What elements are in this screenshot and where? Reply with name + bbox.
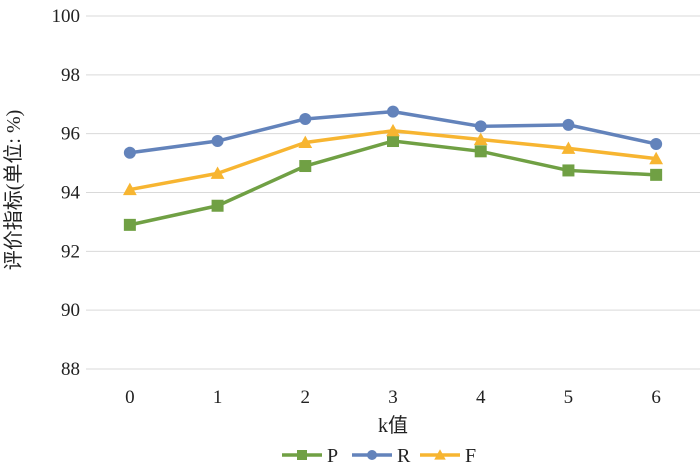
x-tick-labels: 0 1 2 3 4 5 6 <box>125 387 661 408</box>
gridlines <box>86 15 700 370</box>
legend-marker <box>297 450 307 460</box>
data-point-P <box>299 160 312 173</box>
data-point-P <box>211 199 224 212</box>
y-tick-labels: 88 90 92 94 96 98 100 <box>52 6 81 380</box>
y-axis-title: 评价指标(单位: %) <box>2 110 25 271</box>
y-tick-label: 100 <box>52 6 81 27</box>
data-point-R <box>299 112 312 125</box>
legend-label: F <box>465 445 476 467</box>
y-tick-label: 90 <box>61 300 80 321</box>
series-line-P <box>129 139 657 227</box>
series-P <box>123 135 663 231</box>
data-point-P <box>650 168 663 181</box>
legend-item-R: R <box>352 445 411 467</box>
legend-marker <box>434 449 446 460</box>
x-axis-title: k值 <box>378 414 408 437</box>
x-tick-label: 2 <box>301 387 311 408</box>
y-tick-label: 94 <box>61 183 81 204</box>
data-point-P <box>474 145 487 158</box>
data-point-F <box>298 135 313 149</box>
data-point-F <box>649 151 664 165</box>
data-point-F <box>386 123 400 137</box>
legend-marker <box>367 450 377 460</box>
x-tick-label: 0 <box>125 387 135 408</box>
data-point-F <box>122 182 137 196</box>
data-point-R <box>387 105 399 118</box>
x-tick-label: 5 <box>564 387 574 408</box>
data-point-F <box>561 141 576 154</box>
legend-item-F: F <box>420 445 476 467</box>
data-point-P <box>387 135 399 148</box>
data-point-R <box>474 120 487 133</box>
data-point-R <box>211 135 224 148</box>
data-point-P <box>562 164 575 177</box>
data-point-P <box>123 218 136 231</box>
y-tick-label: 96 <box>61 124 80 145</box>
data-point-F <box>210 166 225 179</box>
data-point-F <box>473 132 488 146</box>
data-point-R <box>650 137 663 150</box>
legend-label: P <box>327 445 338 467</box>
series-F <box>122 123 664 196</box>
series-R <box>123 105 663 159</box>
x-tick-label: 1 <box>213 387 223 408</box>
legend-label: R <box>397 445 411 467</box>
data-point-R <box>123 146 136 159</box>
legend-item-P: P <box>282 445 338 467</box>
data-point-R <box>562 118 575 131</box>
series <box>122 105 664 231</box>
y-tick-label: 92 <box>61 241 80 262</box>
x-tick-label: 6 <box>651 387 661 408</box>
y-tick-label: 88 <box>61 359 80 380</box>
x-tick-label: 3 <box>388 387 398 408</box>
x-tick-label: 4 <box>476 387 486 408</box>
y-tick-label: 98 <box>61 65 80 86</box>
